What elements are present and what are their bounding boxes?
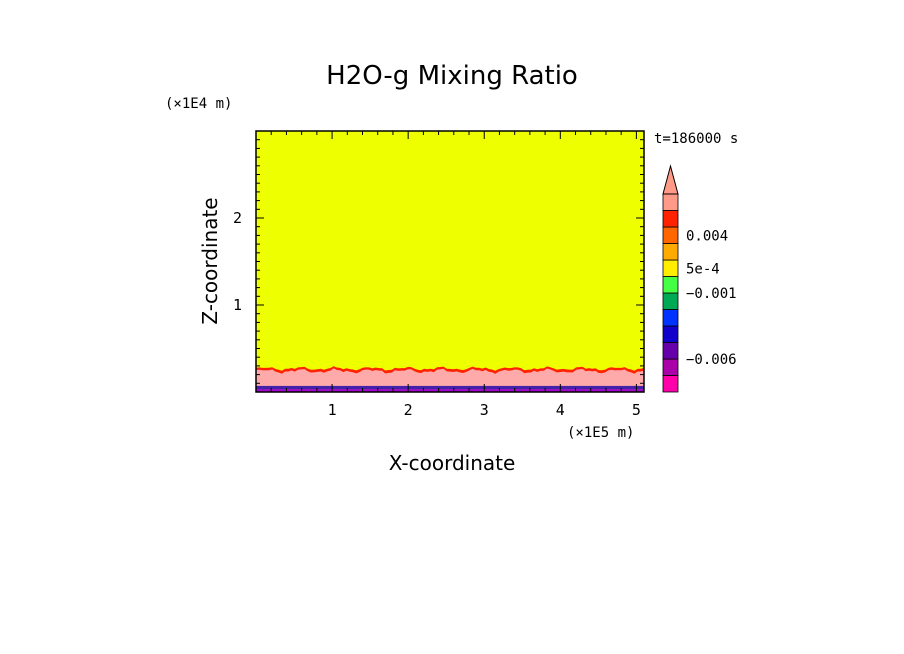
colorbar-segment [662, 210, 679, 228]
chart-title: H2O-g Mixing Ratio [326, 61, 578, 91]
y-unit-label: (×1E4 m) [165, 96, 232, 112]
colorbar-extend-top [662, 164, 679, 195]
y-tick-label: 1 [233, 296, 242, 314]
y-axis-ticks: 12 [233, 139, 644, 384]
y-axis-label: Z-coordinate [198, 197, 222, 324]
colorbar-segment [662, 342, 679, 360]
colorbar-segment [662, 309, 679, 327]
cool-layer [256, 385, 644, 390]
x-tick-label: 3 [480, 401, 489, 419]
colorbar: 0.004 5e-4 −0.001 −0.006 [662, 164, 737, 393]
x-tick-label: 4 [556, 401, 565, 419]
y-tick-label: 2 [233, 209, 242, 227]
x-tick-label: 5 [632, 401, 641, 419]
plot-area [255, 130, 645, 393]
colorbar-label: −0.006 [686, 352, 737, 368]
colorbar-label: 5e-4 [686, 261, 720, 277]
colorbar-segment [662, 243, 679, 261]
x-axis-ticks: 1 2 3 4 5 [270, 131, 641, 419]
colorbar-label: 0.004 [686, 228, 728, 244]
x-tick-label: 2 [404, 401, 413, 419]
x-axis-label: X-coordinate [389, 451, 516, 475]
colorbar-segment [662, 358, 679, 376]
field-background [256, 131, 644, 392]
colorbar-segment [662, 375, 679, 393]
colorbar-segment [662, 325, 679, 343]
colorbar-segment [662, 276, 679, 294]
colorbar-segment [662, 193, 679, 211]
colorbar-label: −0.001 [686, 286, 737, 302]
time-label: t=186000 s [654, 131, 738, 147]
x-tick-label: 1 [328, 401, 337, 419]
colorbar-segment [662, 292, 679, 310]
x-unit-label: (×1E5 m) [567, 425, 634, 441]
colorbar-segment [662, 259, 679, 277]
surface-layer [256, 389, 644, 392]
colorbar-segment [662, 226, 679, 244]
